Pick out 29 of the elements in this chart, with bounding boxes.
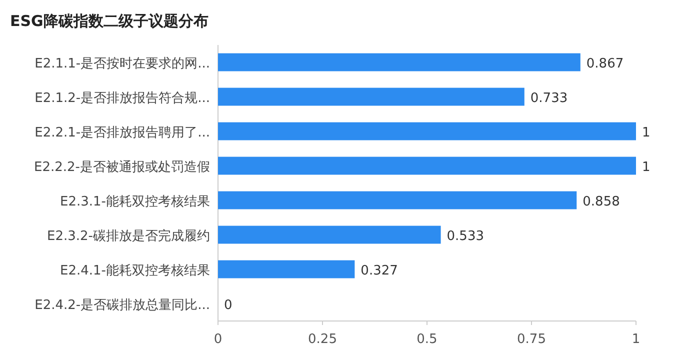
bar xyxy=(218,226,441,244)
y-tick-label: E2.2.2-是否被通报或处罚造假 xyxy=(34,160,210,175)
data-label: 0.858 xyxy=(582,194,620,210)
data-label: 1 xyxy=(642,160,650,175)
y-tick-label: E2.4.1-能耗双控考核结果 xyxy=(60,263,210,278)
chart-title: ESG降碳指数二级子议题分布 xyxy=(10,12,208,30)
y-tick-label: E2.4.2-是否碳排放总量同比... xyxy=(34,298,210,313)
bar xyxy=(218,53,580,72)
x-tick-label: 0.5 xyxy=(416,332,438,347)
bar xyxy=(218,156,636,175)
bar xyxy=(218,122,636,140)
y-tick-label: E2.3.1-能耗双控考核结果 xyxy=(60,194,210,210)
x-tick-label: 0.75 xyxy=(517,332,546,347)
x-tick-label: 1 xyxy=(632,332,640,347)
x-tick-label: 0.25 xyxy=(308,332,337,347)
data-label: 0 xyxy=(224,298,232,313)
data-label: 0.733 xyxy=(530,90,568,106)
y-tick-label: E2.2.1-是否排放报告聘用了... xyxy=(34,125,210,140)
x-tick-label: 0 xyxy=(214,332,222,347)
y-tick-label: E2.3.2-碳排放是否完成履约 xyxy=(47,228,210,244)
data-label: 1 xyxy=(642,125,650,140)
y-tick-label: E2.1.1-是否按时在要求的网... xyxy=(34,56,210,72)
bar xyxy=(218,88,524,106)
data-label: 0.327 xyxy=(360,263,398,278)
data-label: 0.867 xyxy=(586,56,624,72)
bar xyxy=(218,191,577,210)
y-tick-label: E2.1.2-是否排放报告符合规... xyxy=(34,90,210,106)
data-label: 0.533 xyxy=(446,228,484,244)
bar xyxy=(218,260,355,278)
